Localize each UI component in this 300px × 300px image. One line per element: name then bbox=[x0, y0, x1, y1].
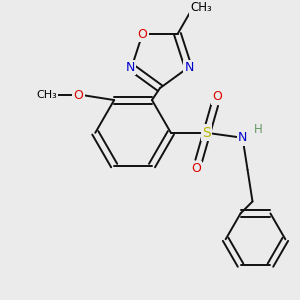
Text: N: N bbox=[185, 61, 194, 74]
Text: S: S bbox=[202, 126, 211, 140]
Text: O: O bbox=[213, 91, 223, 103]
Text: H: H bbox=[254, 123, 263, 136]
Text: O: O bbox=[191, 162, 201, 175]
Text: N: N bbox=[126, 61, 135, 74]
Text: O: O bbox=[74, 88, 83, 102]
Text: CH₃: CH₃ bbox=[190, 2, 212, 14]
Text: N: N bbox=[238, 131, 247, 144]
Text: O: O bbox=[137, 28, 147, 40]
Text: CH₃: CH₃ bbox=[36, 90, 57, 100]
